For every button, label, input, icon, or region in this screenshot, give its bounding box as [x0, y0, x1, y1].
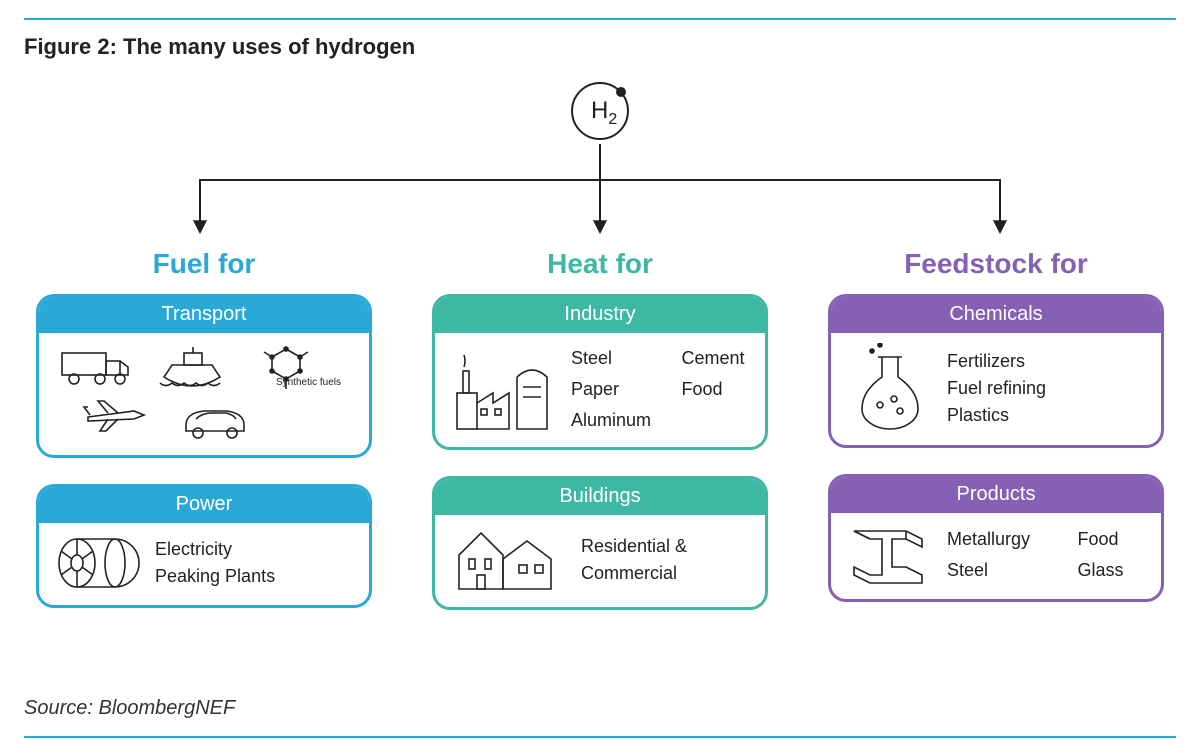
column-title-heat: Heat for [432, 248, 768, 280]
card-header-transport: Transport [39, 297, 369, 333]
industry-item-1-1: Food [682, 376, 752, 403]
column-heat: Heat for Industry [432, 248, 768, 636]
transport-icons [54, 343, 354, 443]
car-icon [186, 411, 244, 438]
industry-item-1-0: Paper [571, 376, 658, 403]
figure-title: Figure 2: The many uses of hydrogen [24, 34, 415, 60]
column-title-feedstock: Feedstock for [828, 248, 1164, 280]
h2-root-node: H2 [567, 78, 633, 144]
card-header-industry: Industry [435, 297, 765, 333]
chemicals-item-1: Fuel refining [947, 375, 1147, 402]
svg-text:H2: H2 [591, 97, 617, 128]
card-power: Power [36, 484, 372, 608]
h2-sub: 2 [608, 111, 617, 128]
card-header-power: Power [39, 487, 369, 523]
products-item-0-1: Food [1078, 526, 1148, 553]
columns-container: Fuel for Transport [36, 248, 1164, 636]
industry-item-2-1 [682, 407, 752, 434]
industry-item-0-0: Steel [571, 345, 658, 372]
buildings-item-0: Residential & Commercial [581, 533, 751, 587]
houses-icon [451, 525, 567, 595]
bottom-rule [24, 736, 1176, 738]
plane-icon [84, 401, 144, 431]
chemicals-item-2: Plastics [947, 402, 1147, 429]
branch-connector [0, 144, 1200, 244]
ship-icon [160, 347, 220, 386]
chemicals-item-0: Fertilizers [947, 348, 1147, 375]
card-header-chemicals: Chemicals [831, 297, 1161, 333]
products-item-0-0: Metallurgy [947, 526, 1054, 553]
turbine-icon [55, 533, 141, 593]
card-chemicals: Chemicals Fertilizers F [828, 294, 1164, 448]
products-item-1-1: Glass [1078, 557, 1148, 584]
ibeam-icon [848, 523, 932, 587]
card-header-buildings: Buildings [435, 479, 765, 515]
synthetic-fuels-label: Synthetic fuels [276, 377, 341, 388]
card-transport: Transport [36, 294, 372, 458]
card-products: Products Metallurgy Food S [828, 474, 1164, 602]
card-buildings: Buildings Residential & Commercia [432, 476, 768, 610]
h2-main: H [591, 97, 608, 124]
truck-icon [62, 353, 128, 384]
column-title-fuel: Fuel for [36, 248, 372, 280]
products-item-1-0: Steel [947, 557, 1054, 584]
flask-icon [850, 343, 930, 433]
top-rule [24, 18, 1176, 20]
column-feedstock: Feedstock for Chemicals [828, 248, 1164, 636]
factory-icon [451, 343, 557, 435]
industry-item-0-1: Cement [682, 345, 752, 372]
source-attribution: Source: BloombergNEF [24, 697, 235, 720]
column-fuel: Fuel for Transport [36, 248, 372, 636]
power-item-0: Electricity [155, 536, 355, 563]
power-item-1: Peaking Plants [155, 563, 355, 590]
industry-item-2-0: Aluminum [571, 407, 658, 434]
card-header-products: Products [831, 477, 1161, 513]
card-industry: Industry [432, 294, 768, 450]
